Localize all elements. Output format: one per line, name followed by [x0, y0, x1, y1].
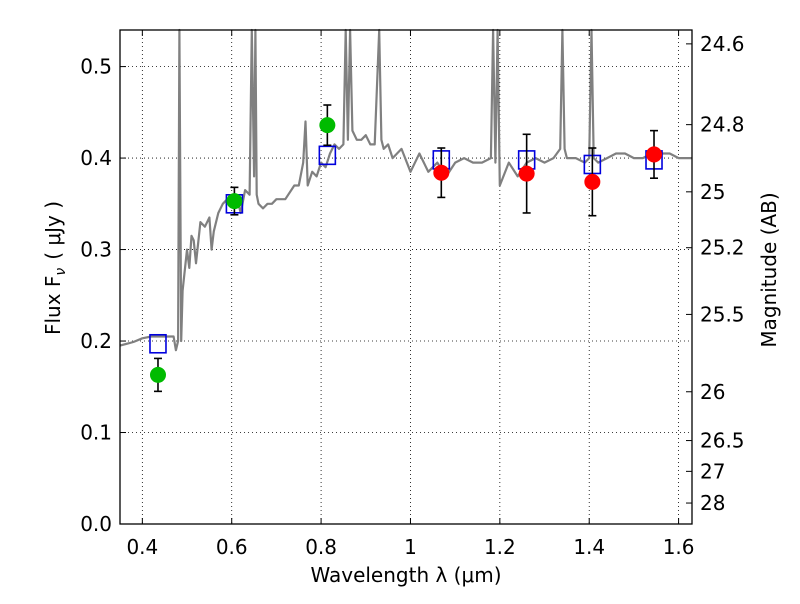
space-photometry-point: [646, 146, 662, 162]
space-photometry-point: [433, 165, 449, 181]
space-photometry-point: [584, 174, 600, 190]
y-tick-label: 0.5: [80, 55, 112, 79]
y-tick-label: 0.2: [80, 329, 112, 353]
y-axis-label-sub: ν: [53, 268, 69, 276]
sed-chart: 0.4 0.6 0.8 1 1.2 1.4 1.6 0.0 0.1 0.2 0.3 0.4 0.5 24.…: [0, 0, 800, 600]
space-photometry-point: [519, 166, 535, 182]
x-tick-label: 1.2: [484, 535, 516, 559]
y-right-tick-label: 25.5: [700, 302, 745, 326]
y-axis-label-units: ( μJy ): [41, 201, 65, 260]
x-tick-label: 1.6: [663, 535, 695, 559]
y-right-tick-label: 24.8: [700, 113, 745, 137]
chart-root: 0.4 0.6 0.8 1 1.2 1.4 1.6 0.0 0.1 0.2 0.3 0.4 0.5 24.…: [0, 0, 800, 600]
x-tick-label: 0.4: [126, 535, 158, 559]
y-tick-label: 0.0: [80, 512, 112, 536]
y-tick-label: 0.1: [80, 421, 112, 445]
y-right-tick-label: 24.6: [700, 32, 745, 56]
y-tick-label: 0.3: [80, 238, 112, 262]
ground-photometry-point: [226, 193, 242, 209]
y-tick-label: 0.4: [80, 146, 112, 170]
ground-photometry-point: [150, 367, 166, 383]
y-right-tick-label: 26: [700, 380, 725, 404]
x-axis-label: Wavelength λ (μm): [310, 563, 501, 587]
x-tick-label: 0.8: [305, 535, 337, 559]
y-right-tick-label: 27: [700, 459, 725, 483]
x-tick-label: 0.6: [216, 535, 248, 559]
ground-photometry-point: [319, 117, 335, 133]
x-tick-label: 1.4: [573, 535, 605, 559]
x-tick-label: 1: [404, 535, 417, 559]
y-right-tick-label: 25: [700, 180, 725, 204]
y-axis-label-right: Magnitude (AB): [757, 192, 781, 347]
y-axis-label-main: Flux F: [41, 276, 65, 335]
y-right-tick-label: 26.5: [700, 429, 745, 453]
y-right-tick-label: 25.2: [700, 236, 745, 260]
y-right-tick-label: 28: [700, 491, 725, 515]
